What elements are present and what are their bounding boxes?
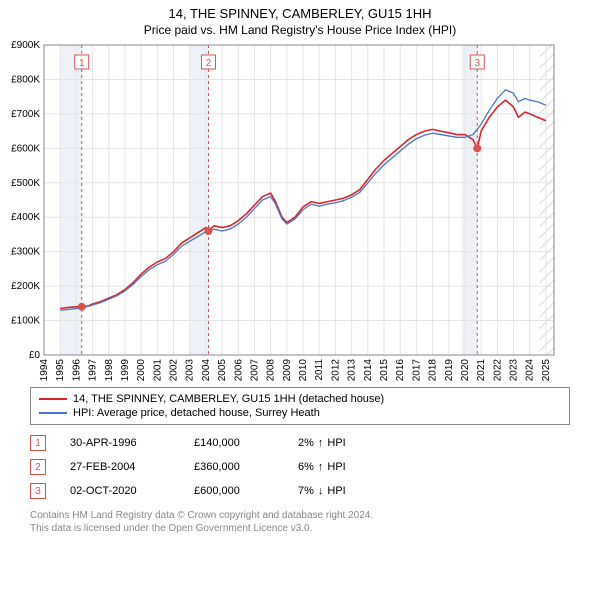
arrow-icon: ↑: [318, 437, 324, 449]
sale-hpi: 6% ↑HPI: [298, 461, 346, 473]
svg-text:2022: 2022: [492, 359, 503, 381]
arrow-icon: ↓: [318, 485, 324, 497]
svg-text:2011: 2011: [314, 359, 325, 381]
sale-row: 3 02-OCT-2020 £600,000 7% ↓HPI: [30, 479, 570, 503]
svg-text:2009: 2009: [282, 359, 293, 381]
svg-text:£800K: £800K: [11, 74, 40, 85]
sale-row: 2 27-FEB-2004 £360,000 6% ↑HPI: [30, 455, 570, 479]
sale-pct: 7%: [298, 485, 314, 497]
price-chart: 123£0£100K£200K£300K£400K£500K£600K£700K…: [0, 41, 560, 381]
svg-text:£700K: £700K: [11, 109, 40, 120]
svg-text:2018: 2018: [428, 359, 439, 381]
sale-date: 02-OCT-2020: [70, 485, 170, 497]
svg-text:2017: 2017: [411, 359, 422, 381]
sale-marker: 2: [30, 459, 46, 475]
svg-text:1999: 1999: [120, 359, 131, 381]
svg-text:1: 1: [79, 58, 85, 69]
svg-text:2002: 2002: [169, 359, 180, 381]
svg-text:£400K: £400K: [11, 212, 40, 223]
svg-text:2003: 2003: [185, 359, 196, 381]
svg-text:1996: 1996: [71, 359, 82, 381]
sale-marker: 1: [30, 435, 46, 451]
svg-text:2012: 2012: [330, 359, 341, 381]
legend-label: 14, THE SPINNEY, CAMBERLEY, GU15 1HH (de…: [73, 393, 384, 405]
svg-text:£900K: £900K: [11, 41, 40, 51]
svg-text:1998: 1998: [104, 359, 115, 381]
svg-text:2025: 2025: [541, 359, 552, 381]
svg-text:£100K: £100K: [11, 316, 40, 327]
svg-text:2019: 2019: [444, 359, 455, 381]
sales-table: 130-APR-1996£140,0002%↑HPI227-FEB-2004£3…: [30, 431, 570, 503]
sale-price: £600,000: [194, 485, 274, 497]
svg-text:2015: 2015: [379, 359, 390, 381]
svg-text:2021: 2021: [476, 359, 487, 381]
svg-text:2007: 2007: [249, 359, 260, 381]
svg-text:2008: 2008: [266, 359, 277, 381]
svg-text:3: 3: [474, 58, 480, 69]
legend: 14, THE SPINNEY, CAMBERLEY, GU15 1HH (de…: [30, 387, 570, 425]
svg-text:2006: 2006: [233, 359, 244, 381]
sale-row: 1 30-APR-1996 £140,000 2% ↑HPI: [30, 431, 570, 455]
svg-text:2001: 2001: [152, 359, 163, 381]
svg-text:£500K: £500K: [11, 178, 40, 189]
sale-date: 27-FEB-2004: [70, 461, 170, 473]
sale-hpi: 2% ↑HPI: [298, 437, 346, 449]
footer-line-2: This data is licensed under the Open Gov…: [30, 522, 570, 535]
svg-text:2010: 2010: [298, 359, 309, 381]
legend-label: HPI: Average price, detached house, Surr…: [73, 407, 320, 419]
svg-text:2024: 2024: [525, 359, 536, 381]
sale-price: £360,000: [194, 461, 274, 473]
svg-text:2005: 2005: [217, 359, 228, 381]
svg-text:2: 2: [206, 58, 212, 69]
svg-text:2020: 2020: [460, 359, 471, 381]
svg-text:1995: 1995: [55, 359, 66, 381]
legend-swatch: [39, 398, 67, 400]
legend-item: 14, THE SPINNEY, CAMBERLEY, GU15 1HH (de…: [39, 392, 561, 406]
svg-text:2014: 2014: [363, 359, 374, 381]
chart-subtitle: Price paid vs. HM Land Registry's House …: [0, 21, 600, 41]
svg-text:2004: 2004: [201, 359, 212, 381]
svg-text:2023: 2023: [509, 359, 520, 381]
sale-hpi-label: HPI: [327, 461, 345, 473]
sale-hpi: 7% ↓HPI: [298, 485, 346, 497]
svg-text:2013: 2013: [347, 359, 358, 381]
arrow-icon: ↑: [318, 461, 324, 473]
legend-item: HPI: Average price, detached house, Surr…: [39, 406, 561, 420]
sale-pct: 6%: [298, 461, 314, 473]
footer-line-1: Contains HM Land Registry data © Crown c…: [30, 509, 570, 522]
legend-swatch: [39, 412, 67, 414]
svg-text:£200K: £200K: [11, 281, 40, 292]
svg-text:£300K: £300K: [11, 247, 40, 258]
footer-attribution: Contains HM Land Registry data © Crown c…: [30, 509, 570, 535]
svg-text:£600K: £600K: [11, 143, 40, 154]
sale-date: 30-APR-1996: [70, 437, 170, 449]
svg-text:2016: 2016: [395, 359, 406, 381]
chart-title: 14, THE SPINNEY, CAMBERLEY, GU15 1HH: [0, 0, 600, 21]
sale-marker: 3: [30, 483, 46, 499]
sale-hpi-label: HPI: [327, 437, 345, 449]
sale-price: £140,000: [194, 437, 274, 449]
svg-text:2000: 2000: [136, 359, 147, 381]
sale-hpi-label: HPI: [327, 485, 345, 497]
sale-pct: 2%: [298, 437, 314, 449]
svg-text:1997: 1997: [88, 359, 99, 381]
svg-text:1994: 1994: [39, 359, 50, 381]
